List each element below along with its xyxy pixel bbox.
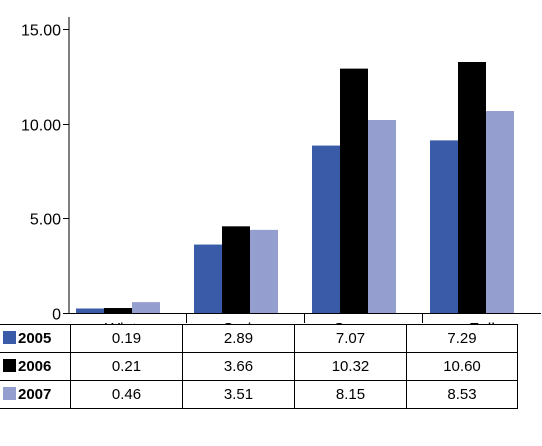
value-cell: 10.60 <box>406 352 518 381</box>
legend-swatch <box>3 387 16 400</box>
series-label-cell: 2006 <box>0 352 71 381</box>
x-tick-label: Summer <box>334 321 395 324</box>
value-cell: 10.32 <box>294 352 407 381</box>
value-cell: 0.19 <box>70 324 183 353</box>
series-label-cell: 2007 <box>0 380 71 409</box>
y-tick-label: 10.00 <box>21 118 61 135</box>
bar-2007-fall <box>486 111 514 313</box>
bar-2007-winter <box>132 302 160 313</box>
x-tick-label: Fall <box>469 321 495 324</box>
table-row: 2006 0.21 3.66 10.32 10.60 <box>0 352 518 381</box>
bar-2005-winter <box>76 308 104 313</box>
value-cell: 0.46 <box>70 380 183 409</box>
value-cell: 3.66 <box>182 352 295 381</box>
bar-2005-summer <box>312 145 340 313</box>
bar-2006-fall <box>458 61 486 313</box>
bar-2007-spring <box>250 229 278 313</box>
x-tick-label: Winter <box>105 321 152 324</box>
value-cell: 3.51 <box>182 380 295 409</box>
y-tick-label: 0 <box>52 307 61 324</box>
value-cell: 7.07 <box>294 324 407 353</box>
table-row: 2005 0.19 2.89 7.07 7.29 <box>0 324 518 353</box>
legend-swatch <box>3 359 16 372</box>
series-name: 2006 <box>18 358 52 375</box>
y-tick-label: 5.00 <box>30 212 61 229</box>
value-cell: 2.89 <box>182 324 295 353</box>
value-cell: 7.29 <box>406 324 518 353</box>
bar-2007-summer <box>368 120 396 314</box>
bar-2006-winter <box>104 308 132 313</box>
bar-chart: 0 5.00 10.00 15.00 Winter Spring Summer Fall <box>21 17 541 324</box>
bar-2006-summer <box>340 68 368 313</box>
data-table: 2005 0.19 2.89 7.07 7.29 2006 0.21 3.66 10.32 10.… <box>0 324 518 409</box>
y-tick-label: 15.00 <box>21 23 61 40</box>
legend-swatch <box>3 331 16 344</box>
bar-2006-spring <box>222 226 250 313</box>
value-cell: 0.21 <box>70 352 183 381</box>
value-cell: 8.15 <box>294 380 407 409</box>
bar-2005-spring <box>194 244 222 313</box>
bar-2005-fall <box>430 140 458 313</box>
series-name: 2005 <box>18 330 52 347</box>
value-cell: 8.53 <box>406 380 518 409</box>
x-tick-label: Spring <box>223 321 269 324</box>
table-row: 2007 0.46 3.51 8.15 8.53 <box>0 380 518 409</box>
series-name: 2007 <box>18 386 52 403</box>
series-label-cell: 2005 <box>0 324 71 353</box>
